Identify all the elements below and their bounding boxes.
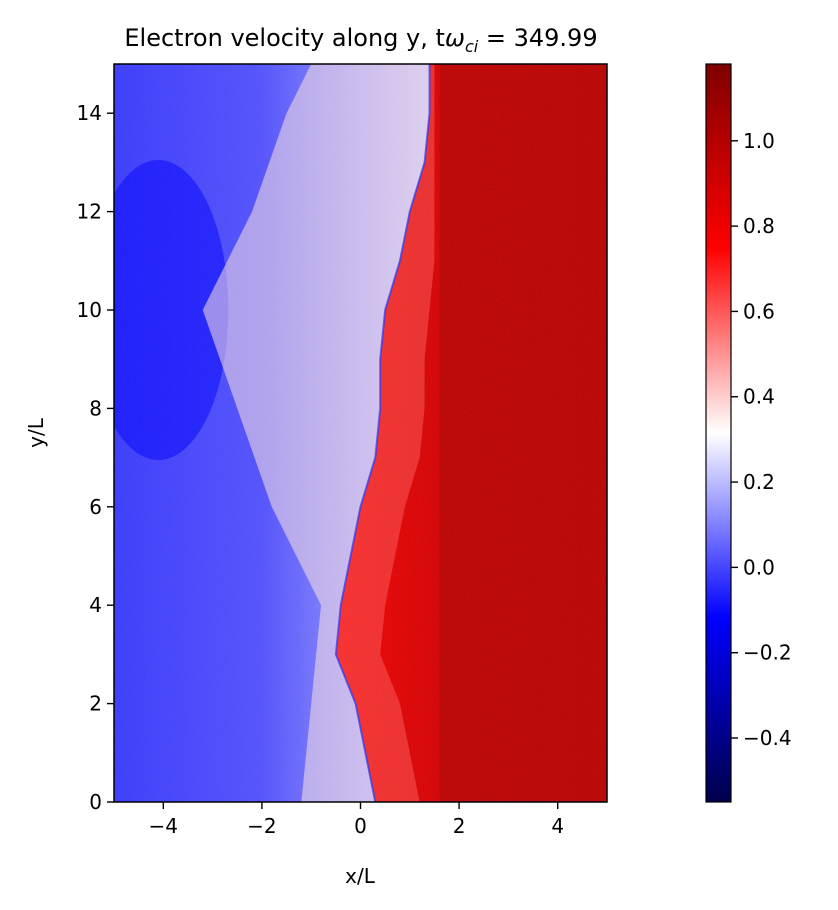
y-axis-label: y/L <box>24 417 48 448</box>
y-tick-label: 4 <box>89 593 102 617</box>
heatmap-field <box>114 64 607 802</box>
y-tick-label: 14 <box>77 101 102 125</box>
y-tick-label: 10 <box>77 298 102 322</box>
colorbar-tick-label: 0.2 <box>743 470 775 494</box>
y-tick-label: 6 <box>89 495 102 519</box>
x-tick-label: −2 <box>247 814 276 838</box>
x-tick-label: 4 <box>551 814 564 838</box>
chart-title: Electron velocity along y, tωci = 349.99 <box>124 24 597 56</box>
x-tick-label: 2 <box>453 814 466 838</box>
y-tick-label: 0 <box>89 790 102 814</box>
colorbar-tick-label: −0.2 <box>743 641 792 665</box>
x-axis-ticks: −4 −2 0 2 4 <box>149 802 564 838</box>
colorbar-tick-label: 1.0 <box>743 129 775 153</box>
x-tick-label: −4 <box>149 814 178 838</box>
colorbar-ticks: −0.4 −0.2 0.0 0.2 0.4 0.6 0.8 1.0 <box>731 129 792 750</box>
x-tick-label: 0 <box>354 814 367 838</box>
x-axis-label: x/L <box>345 864 376 888</box>
colorbar-tick-label: 0.4 <box>743 385 775 409</box>
heatmap-grain <box>114 64 607 802</box>
colorbar-tick-label: 0.6 <box>743 299 775 323</box>
y-tick-label: 8 <box>89 396 102 420</box>
y-tick-label: 2 <box>89 692 102 716</box>
colorbar <box>705 63 732 803</box>
y-axis-ticks: 0 2 4 6 8 10 12 14 <box>77 101 114 814</box>
colorbar-tick-label: −0.4 <box>743 726 792 750</box>
y-tick-label: 12 <box>77 200 102 224</box>
colorbar-tick-label: 0.0 <box>743 555 775 579</box>
colorbar-tick-label: 0.8 <box>743 214 775 238</box>
